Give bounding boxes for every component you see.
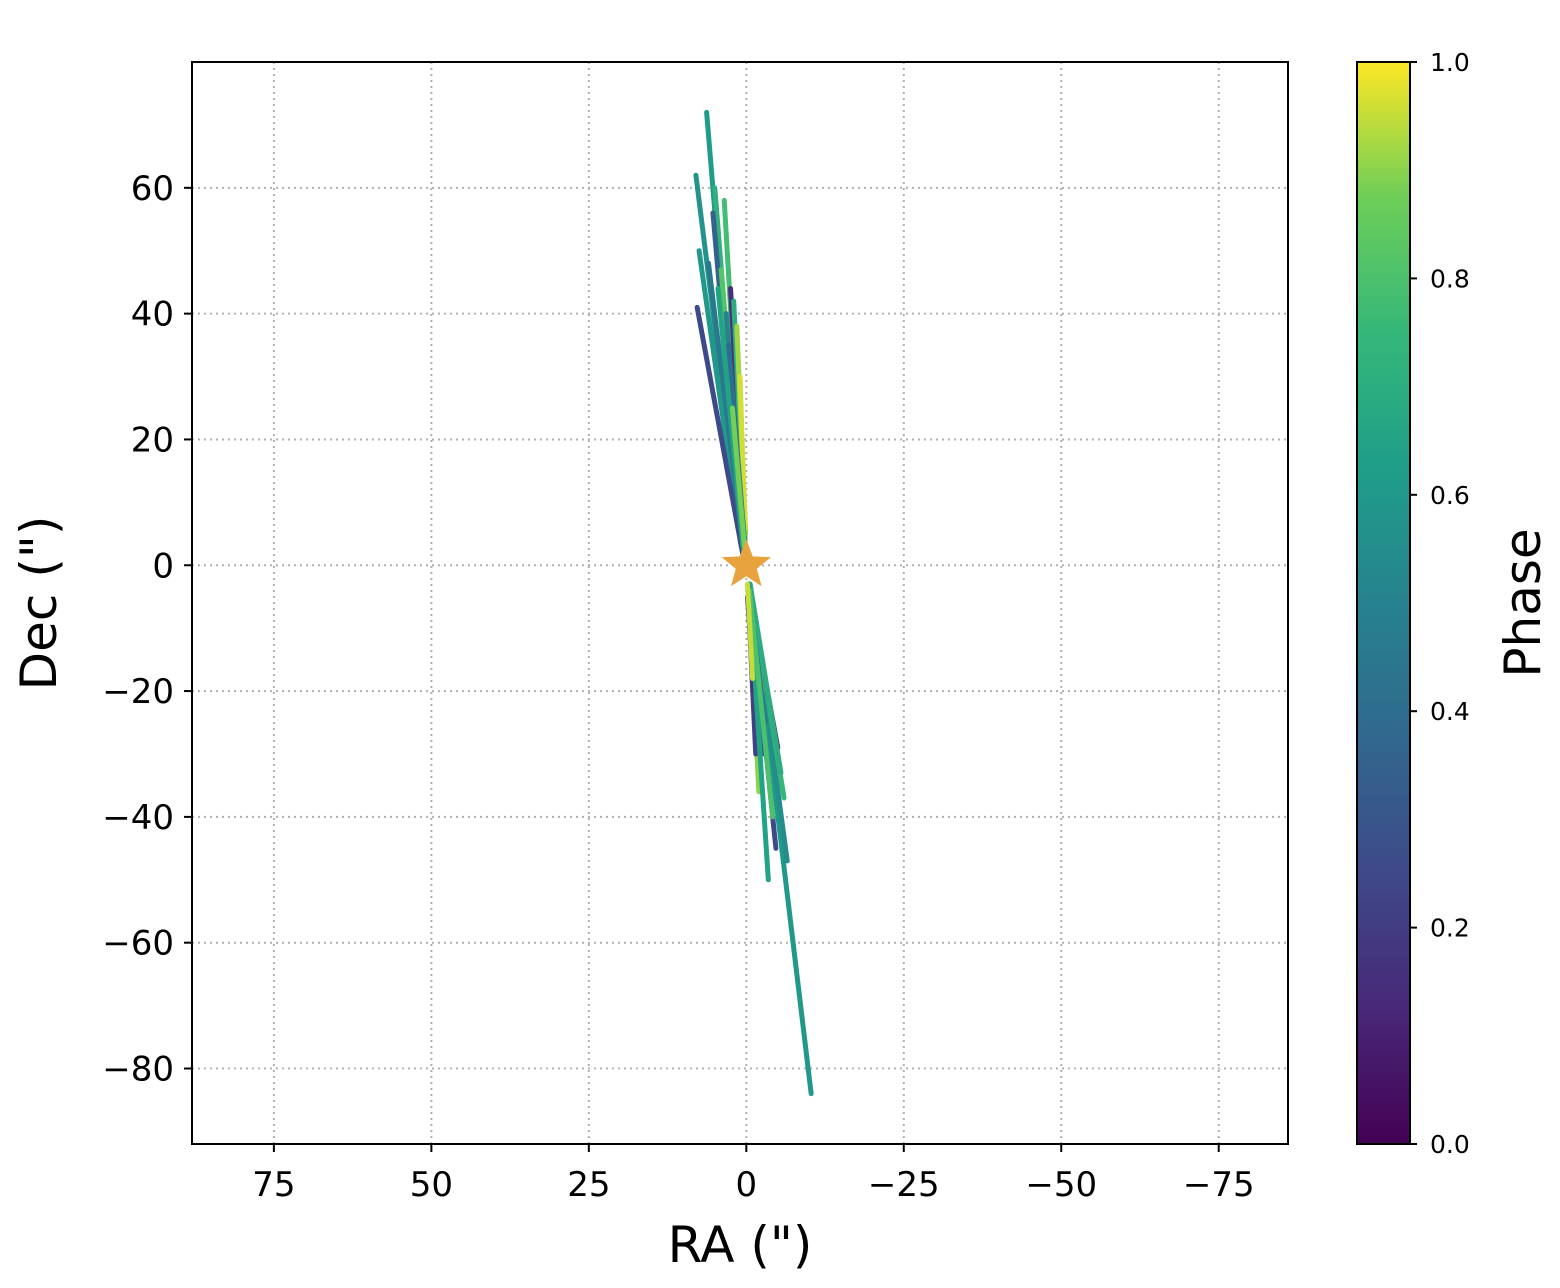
colorbar-tick-label: 0.0	[1430, 1130, 1470, 1159]
y-tick-label: −40	[102, 798, 174, 838]
x-tick-label: 0	[735, 1165, 757, 1205]
colorbar	[1356, 61, 1411, 1145]
y-tick-label: −20	[102, 672, 174, 712]
trajectory-segment	[747, 581, 784, 776]
colorbar-tick-label: 1.0	[1430, 48, 1470, 77]
x-tick-label: 50	[410, 1165, 453, 1205]
x-tick-label: −75	[1183, 1165, 1255, 1205]
colorbar-tick-label: 0.8	[1430, 264, 1470, 293]
x-tick-label: 75	[252, 1165, 295, 1205]
trajectory-segment	[694, 304, 746, 556]
y-tick-label: −80	[102, 1050, 174, 1090]
plot-frame	[191, 61, 1289, 1145]
colorbar-ticks: 0.0 0.2 0.4 0.6 0.8 1.0	[1410, 48, 1470, 1159]
star-marker-layer	[721, 539, 771, 587]
y-tick-label: 60	[131, 169, 174, 209]
y-tick-label: 0	[152, 546, 174, 586]
y-tick-label: 40	[131, 295, 174, 335]
colorbar-tick-label: 0.6	[1430, 481, 1470, 510]
trajectory-segment	[746, 587, 776, 820]
colorbar-title: Phase	[1494, 528, 1552, 677]
x-tick-label: −25	[868, 1165, 940, 1205]
x-axis: 75 50 25 0 −25 −50 −75	[252, 1144, 1255, 1205]
colorbar-tick-label: 0.2	[1430, 914, 1470, 943]
trajectory-segment	[729, 405, 747, 549]
trajectory-segment	[745, 581, 756, 681]
x-axis-title: RA (")	[668, 1216, 813, 1274]
trajectory-segment	[737, 374, 748, 531]
x-tick-label: −50	[1025, 1165, 1097, 1205]
y-tick-label: −60	[102, 924, 174, 964]
grid	[192, 62, 1288, 1144]
star-marker	[721, 539, 771, 587]
x-tick-label: 25	[567, 1165, 610, 1205]
y-tick-label: 20	[131, 420, 174, 460]
colorbar-tick-label: 0.4	[1430, 697, 1470, 726]
y-axis-title: Dec (")	[10, 516, 68, 691]
trajectory-segments	[693, 109, 814, 1097]
y-axis: 60 40 20 0 −20 −40 −60 −80	[102, 169, 192, 1090]
